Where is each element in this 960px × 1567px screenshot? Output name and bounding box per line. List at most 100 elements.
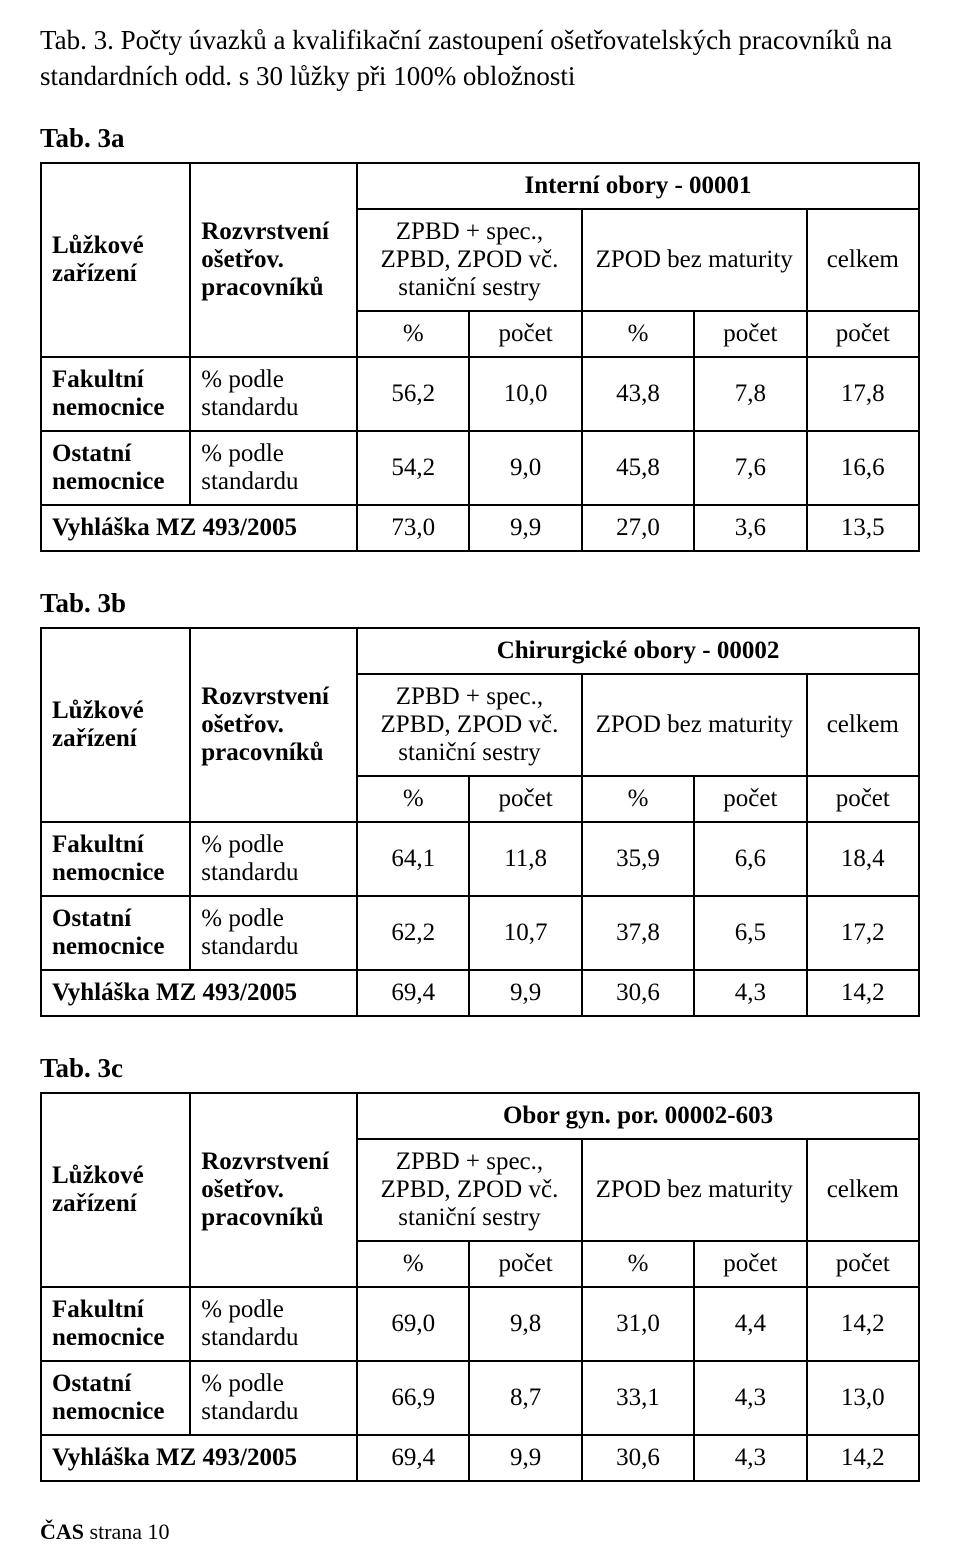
row-ost: Ostatní nemocnice: [41, 431, 190, 505]
th-celkem: celkem: [807, 209, 919, 311]
cell: 73,0: [357, 505, 469, 551]
cell: 4,4: [694, 1287, 806, 1361]
row-fak: Fakultní nemocnice: [41, 822, 190, 896]
th-pocet: počet: [694, 776, 806, 822]
cell: 45,8: [582, 431, 694, 505]
cell-podle: % podle standardu: [190, 431, 357, 505]
cell: 31,0: [582, 1287, 694, 1361]
cell: 13,0: [807, 1361, 919, 1435]
cell: 69,4: [357, 1435, 469, 1481]
cell: 4,3: [694, 1435, 806, 1481]
cell: 30,6: [582, 970, 694, 1016]
th-pct: %: [582, 311, 694, 357]
th-luzkove: Lůžkové zařízení: [41, 628, 190, 822]
cell: 9,0: [469, 431, 581, 505]
cell: 3,6: [694, 505, 806, 551]
cell: 69,4: [357, 970, 469, 1016]
page-title: Tab. 3. Počty úvazků a kvalifikační zast…: [40, 22, 920, 95]
cell: 16,6: [807, 431, 919, 505]
th-obor: Obor gyn. por. 00002-603: [357, 1093, 919, 1139]
cell: 4,3: [694, 1361, 806, 1435]
th-zpod: ZPOD bez maturity: [582, 209, 807, 311]
cell: 69,0: [357, 1287, 469, 1361]
cell: 30,6: [582, 1435, 694, 1481]
th-pocet: počet: [807, 776, 919, 822]
table-3a: Lůžkové zařízení Rozvrstvení ošetřov. pr…: [40, 162, 920, 552]
th-celkem: celkem: [807, 1139, 919, 1241]
th-pct: %: [357, 311, 469, 357]
cell: 10,7: [469, 896, 581, 970]
row-vyhl: Vyhláška MZ 493/2005: [41, 970, 357, 1016]
th-rozv: Rozvrstvení ošetřov. pracovníků: [190, 1093, 357, 1287]
cell: 43,8: [582, 357, 694, 431]
th-obor: Interní obory - 00001: [357, 163, 919, 209]
row-ost: Ostatní nemocnice: [41, 1361, 190, 1435]
cell: 33,1: [582, 1361, 694, 1435]
cell-podle: % podle standardu: [190, 822, 357, 896]
cell: 10,0: [469, 357, 581, 431]
cell: 14,2: [807, 1287, 919, 1361]
table-3b: Lůžkové zařízení Rozvrstvení ošetřov. pr…: [40, 627, 920, 1017]
table-3b-label: Tab. 3b: [40, 588, 920, 619]
page: Tab. 3. Počty úvazků a kvalifikační zast…: [0, 0, 960, 1567]
page-footer: ČAS strana 10: [40, 1519, 170, 1545]
th-pocet: počet: [807, 1241, 919, 1287]
cell: 14,2: [807, 1435, 919, 1481]
th-pocet: počet: [469, 311, 581, 357]
th-rozv: Rozvrstvení ošetřov. pracovníků: [190, 628, 357, 822]
row-ost: Ostatní nemocnice: [41, 896, 190, 970]
row-fak: Fakultní nemocnice: [41, 357, 190, 431]
cell: 4,3: [694, 970, 806, 1016]
th-zpod: ZPOD bez maturity: [582, 674, 807, 776]
th-luzkove: Lůžkové zařízení: [41, 163, 190, 357]
th-celkem: celkem: [807, 674, 919, 776]
th-rozv: Rozvrstvení ošetřov. pracovníků: [190, 163, 357, 357]
cell: 6,6: [694, 822, 806, 896]
th-pct: %: [582, 776, 694, 822]
cell: 27,0: [582, 505, 694, 551]
th-pocet: počet: [807, 311, 919, 357]
cell: 7,8: [694, 357, 806, 431]
cell-podle: % podle standardu: [190, 1361, 357, 1435]
cell: 37,8: [582, 896, 694, 970]
th-zpbd: ZPBD + spec., ZPBD, ZPOD vč. staniční se…: [357, 1139, 582, 1241]
cell: 17,2: [807, 896, 919, 970]
footer-rest: strana 10: [84, 1519, 170, 1544]
row-vyhl: Vyhláška MZ 493/2005: [41, 505, 357, 551]
cell: 6,5: [694, 896, 806, 970]
cell-podle: % podle standardu: [190, 896, 357, 970]
table-3a-label: Tab. 3a: [40, 123, 920, 154]
th-pct: %: [357, 776, 469, 822]
cell: 8,7: [469, 1361, 581, 1435]
cell: 54,2: [357, 431, 469, 505]
cell: 11,8: [469, 822, 581, 896]
cell: 62,2: [357, 896, 469, 970]
cell: 9,9: [469, 1435, 581, 1481]
cell-podle: % podle standardu: [190, 357, 357, 431]
th-pocet: počet: [694, 311, 806, 357]
th-zpod: ZPOD bez maturity: [582, 1139, 807, 1241]
th-pocet: počet: [694, 1241, 806, 1287]
cell: 13,5: [807, 505, 919, 551]
cell: 9,8: [469, 1287, 581, 1361]
cell: 18,4: [807, 822, 919, 896]
cell: 17,8: [807, 357, 919, 431]
th-zpbd: ZPBD + spec., ZPBD, ZPOD vč. staniční se…: [357, 674, 582, 776]
th-pocet: počet: [469, 776, 581, 822]
th-zpbd: ZPBD + spec., ZPBD, ZPOD vč. staniční se…: [357, 209, 582, 311]
th-obor: Chirurgické obory - 00002: [357, 628, 919, 674]
table-3c: Lůžkové zařízení Rozvrstvení ošetřov. pr…: [40, 1092, 920, 1482]
cell: 64,1: [357, 822, 469, 896]
cell: 9,9: [469, 970, 581, 1016]
th-pct: %: [582, 1241, 694, 1287]
cell: 9,9: [469, 505, 581, 551]
th-pocet: počet: [469, 1241, 581, 1287]
th-luzkove: Lůžkové zařízení: [41, 1093, 190, 1287]
row-fak: Fakultní nemocnice: [41, 1287, 190, 1361]
cell: 66,9: [357, 1361, 469, 1435]
cell: 14,2: [807, 970, 919, 1016]
cell-podle: % podle standardu: [190, 1287, 357, 1361]
table-3c-label: Tab. 3c: [40, 1053, 920, 1084]
cell: 7,6: [694, 431, 806, 505]
cell: 35,9: [582, 822, 694, 896]
